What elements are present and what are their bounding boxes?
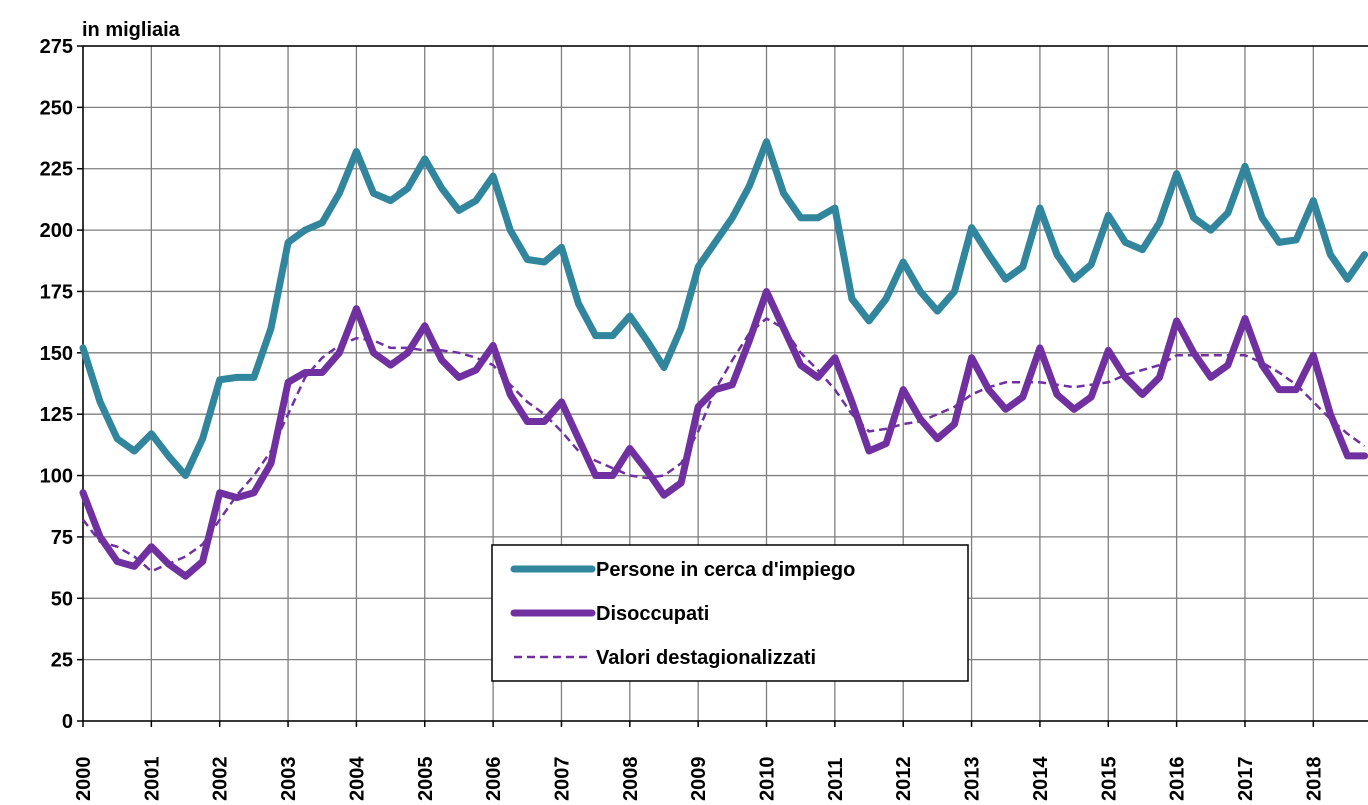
y-tick-label: 0 xyxy=(62,711,73,733)
y-tick-label: 50 xyxy=(51,588,73,610)
x-tick-label: 2011 xyxy=(825,758,847,801)
y-tick-label: 150 xyxy=(40,343,73,365)
x-tick-label: 2001 xyxy=(141,757,163,802)
x-tick-label: 2018 xyxy=(1303,757,1325,802)
x-tick-label: 2004 xyxy=(346,756,368,801)
x-tick-label: 2015 xyxy=(1098,757,1120,802)
legend-label: Persone in cerca d'impiego xyxy=(596,559,855,581)
x-tick-label: 2007 xyxy=(551,757,573,802)
legend-label: Valori destagionalizzati xyxy=(596,647,816,669)
series-line xyxy=(79,138,1368,479)
legend-label: Disoccupati xyxy=(596,603,709,625)
y-tick-label: 100 xyxy=(40,466,73,488)
x-tick-label: 2016 xyxy=(1167,757,1189,802)
x-tick-label: 2002 xyxy=(210,757,232,802)
y-tick-label: 25 xyxy=(51,650,73,672)
x-tick-label: 2003 xyxy=(278,757,300,802)
x-tick-label: 2008 xyxy=(620,757,642,802)
y-tick-label: 175 xyxy=(40,281,73,303)
x-tick-label: 2017 xyxy=(1235,757,1257,802)
x-tick-label: 2006 xyxy=(483,757,505,802)
y-axis-label: in migliaia xyxy=(82,19,181,41)
y-tick-label: 225 xyxy=(40,159,73,181)
x-tick-label: 2012 xyxy=(893,757,915,802)
x-tick-label: 2010 xyxy=(757,757,779,802)
x-tick-label: 2014 xyxy=(1030,756,1052,801)
x-tick-label: 2000 xyxy=(73,757,95,802)
y-tick-label: 200 xyxy=(40,220,73,242)
x-tick-label: 2005 xyxy=(415,757,437,802)
x-tick-label: 2009 xyxy=(688,757,710,802)
y-tick-label: 250 xyxy=(40,97,73,119)
y-tick-label: 125 xyxy=(40,404,73,426)
x-tick-label: 2013 xyxy=(962,757,984,802)
series-line xyxy=(79,288,1368,580)
y-tick-label: 75 xyxy=(51,527,73,549)
y-tick-label: 275 xyxy=(40,36,73,58)
